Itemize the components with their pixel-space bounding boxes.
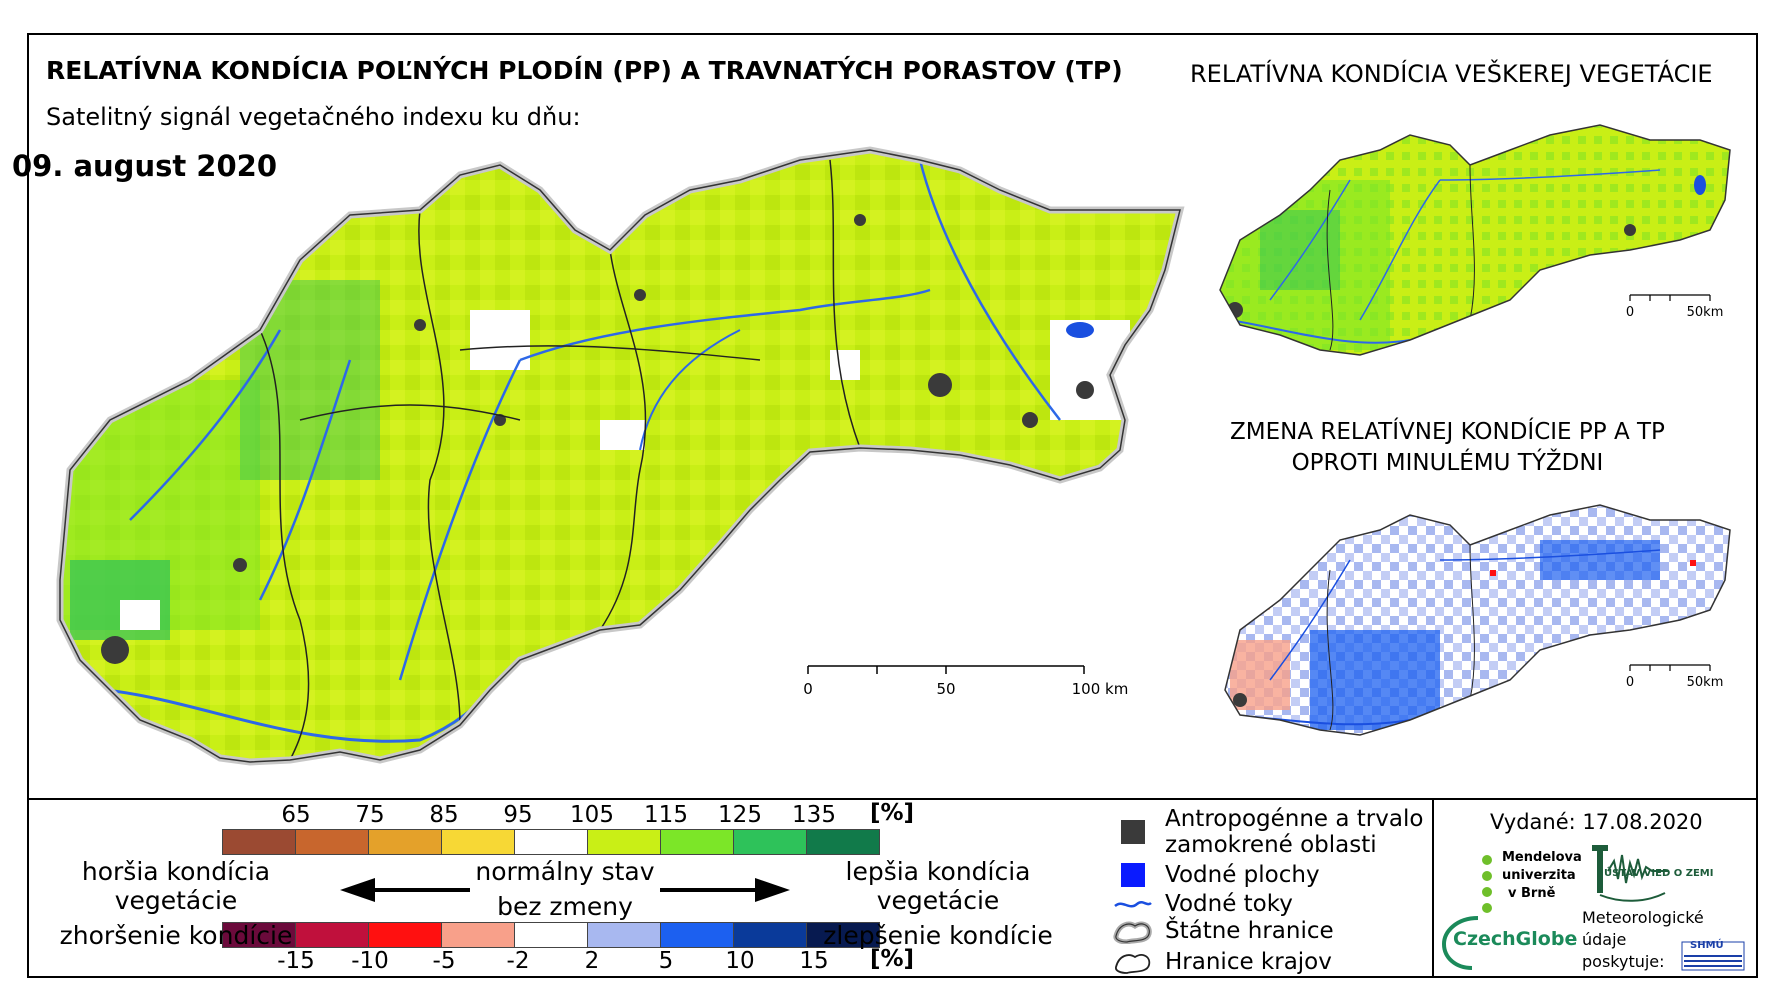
- condition-swatch: [295, 829, 369, 855]
- legend-divider: [27, 798, 1758, 800]
- change-swatch: [514, 922, 588, 948]
- change-swatch: [806, 922, 880, 948]
- river-line-icon: [1113, 897, 1153, 911]
- meteo-line3: poskytuje:: [1582, 952, 1665, 971]
- change-map: 0 50km: [1224, 504, 1731, 736]
- main-scalebar: 0 50 100 km: [803, 665, 1129, 698]
- main-scale-100: 100 km: [1072, 680, 1129, 698]
- uvz-seismograph-icon: [1592, 845, 1668, 902]
- legend-water: Vodné plochy: [1113, 862, 1320, 888]
- issued-date: Vydané: 17.08.2020: [1490, 810, 1703, 834]
- water-square-icon: [1113, 863, 1153, 887]
- condition-swatch: [660, 829, 734, 855]
- condition-swatch: [441, 829, 515, 855]
- change-color-scale: [222, 922, 880, 948]
- change-swatch: [587, 922, 661, 948]
- svg-text:0: 0: [1626, 675, 1634, 690]
- meteo-line1: Meteorologické: [1582, 908, 1704, 927]
- svg-text:50km: 50km: [1687, 675, 1724, 690]
- change-title: ZMENA RELATÍVNEJ KONDÍCIE PP A TP OPROTI…: [1230, 419, 1665, 476]
- legend-urban: Antropogénne a trvalo zamokrené oblasti: [1113, 806, 1423, 858]
- main-title: RELATÍVNA KONDÍCIA POĽNÝCH PLODÍN (PP) A…: [46, 56, 1123, 85]
- top-scalebar: 0 50km: [1626, 294, 1724, 320]
- subtitle: Satelitný signál vegetačného indexu ku d…: [46, 103, 581, 131]
- change-swatch: [295, 922, 369, 948]
- condition-swatch: [514, 829, 588, 855]
- condition-swatch: [222, 829, 296, 855]
- all-vegetation-title: RELATÍVNA KONDÍCIA VEŠKEREJ VEGETÁCIE: [1190, 60, 1713, 88]
- condition-swatch: [806, 829, 880, 855]
- legend-rivers: Vodné toky: [1113, 891, 1293, 917]
- change-swatch: [660, 922, 734, 948]
- czechglobe-arc-icon: [1441, 916, 1479, 970]
- legend-state-border: Štátne hranice: [1113, 918, 1334, 944]
- date-label: 09. august 2020: [12, 149, 278, 183]
- state-border-icon: [1113, 918, 1153, 944]
- region-border-icon: [1113, 949, 1153, 975]
- svg-text:50km: 50km: [1687, 305, 1724, 320]
- meteo-line2: údaje: [1582, 930, 1627, 949]
- left-arrow-icon: [340, 878, 470, 902]
- all-vegetation-map: 0 50km: [1219, 124, 1731, 356]
- legend-region-border: Hranice krajov: [1113, 949, 1332, 975]
- worse-label: horšia kondícia vegetácie zhoršenie kond…: [59, 857, 293, 950]
- svg-text:0: 0: [1626, 305, 1634, 320]
- shmu-waves-icon: [1681, 941, 1745, 971]
- logo-divider: [1432, 798, 1434, 978]
- normal-label: normálny stav bez zmeny: [475, 857, 655, 921]
- change-scalebar: 0 50km: [1626, 664, 1724, 690]
- change-swatch: [368, 922, 442, 948]
- change-swatch: [222, 922, 296, 948]
- main-scale-0: 0: [803, 680, 813, 698]
- main-scale-50: 50: [936, 680, 955, 698]
- condition-swatch: [733, 829, 807, 855]
- right-arrow-icon: [660, 878, 790, 902]
- change-swatch: [733, 922, 807, 948]
- better-label: lepšia kondícia vegetácie zlepšenie kond…: [823, 857, 1053, 950]
- mendelu-dots-icon: [1482, 855, 1492, 913]
- legend-arrows: [340, 878, 790, 902]
- condition-swatch: [587, 829, 661, 855]
- condition-swatch: [368, 829, 442, 855]
- urban-square-icon: [1113, 820, 1153, 844]
- condition-color-scale: [222, 829, 880, 855]
- change-swatch: [441, 922, 515, 948]
- map-frame: [27, 33, 1758, 978]
